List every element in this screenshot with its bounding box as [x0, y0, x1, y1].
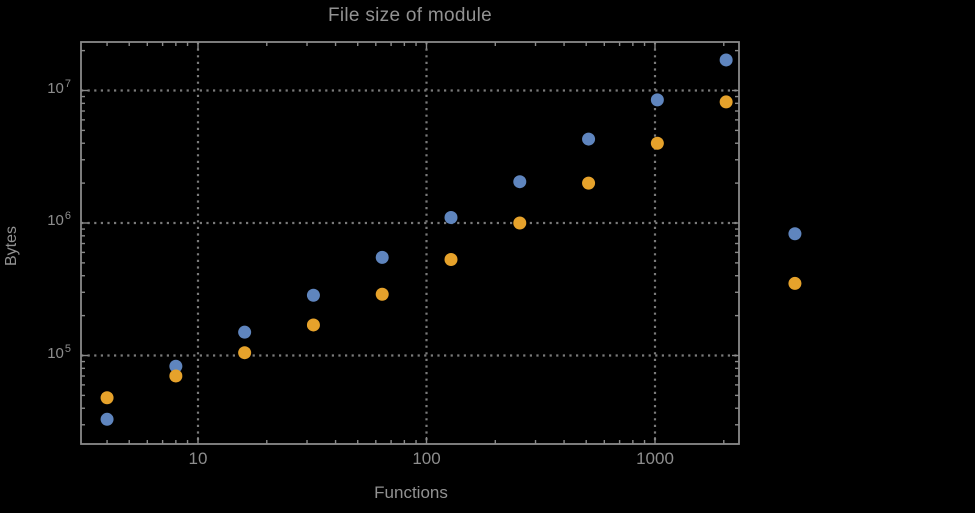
x-axis-label: Functions: [374, 483, 448, 502]
data-point-series-1-blue: [375, 250, 389, 264]
data-point-series-2-orange: [788, 276, 802, 290]
data-point-series-1-blue: [582, 132, 596, 146]
data-point-series-1-blue: [719, 53, 733, 67]
y-tick-label: 107: [47, 77, 71, 97]
data-point-series-2-orange: [719, 95, 733, 109]
data-point-series-2-orange: [513, 216, 527, 230]
data-point-series-1-blue: [513, 175, 527, 189]
data-point-series-1-blue: [788, 227, 802, 241]
y-axis-label: Bytes: [3, 225, 20, 267]
x-tick-label: 100: [412, 449, 441, 468]
data-point-series-1-blue: [306, 288, 320, 302]
y-tick-label: 105: [47, 342, 71, 362]
data-point-series-2-orange: [306, 318, 320, 332]
data-point-series-1-blue: [100, 412, 114, 426]
data-point-series-2-orange: [169, 369, 183, 383]
data-point-series-2-orange: [100, 391, 114, 405]
x-tick-label: 1000: [636, 449, 674, 468]
data-point-series-2-orange: [582, 176, 596, 190]
data-point-series-2-orange: [650, 136, 664, 150]
data-point-series-2-orange: [238, 346, 252, 360]
chart-title: File size of module: [327, 5, 493, 26]
data-point-series-1-blue: [444, 211, 458, 225]
data-point-series-1-blue: [650, 93, 664, 107]
data-point-series-1-blue: [238, 325, 252, 339]
data-point-series-2-orange: [375, 287, 389, 301]
x-tick-label: 10: [188, 449, 208, 468]
data-point-series-1-blue: [169, 359, 183, 373]
plot-frame: [80, 41, 740, 445]
data-point-series-2-orange: [444, 253, 458, 267]
y-tick-label: 106: [47, 210, 71, 229]
